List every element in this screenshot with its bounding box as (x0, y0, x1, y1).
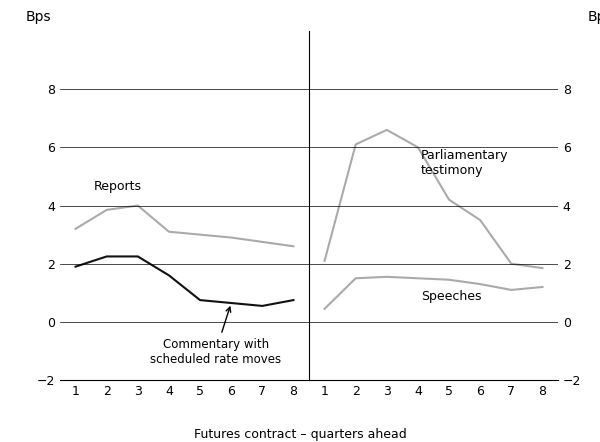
Text: Reports: Reports (94, 179, 142, 193)
Text: Speeches: Speeches (421, 290, 482, 303)
Text: Parliamentary
testimony: Parliamentary testimony (421, 149, 509, 176)
Text: Futures contract – quarters ahead: Futures contract – quarters ahead (194, 427, 406, 441)
Text: Bps: Bps (25, 10, 51, 24)
Text: Bps: Bps (588, 10, 600, 24)
Text: Commentary with
scheduled rate moves: Commentary with scheduled rate moves (150, 307, 281, 366)
